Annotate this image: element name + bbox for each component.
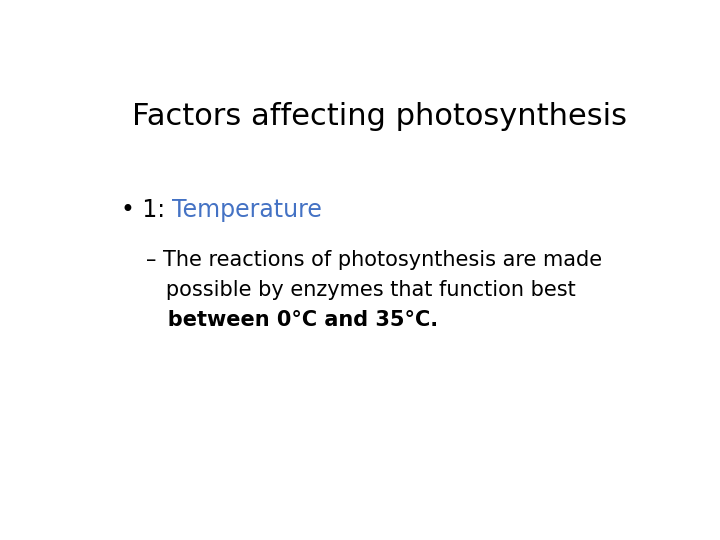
Text: Factors affecting photosynthesis: Factors affecting photosynthesis — [132, 102, 627, 131]
Text: Temperature: Temperature — [172, 198, 322, 222]
Text: possible by enzymes that function best: possible by enzymes that function best — [145, 280, 575, 300]
Text: • 1:: • 1: — [121, 198, 172, 222]
Text: – The reactions of photosynthesis are made: – The reactions of photosynthesis are ma… — [145, 250, 602, 270]
Text: between 0°C and 35°C.: between 0°C and 35°C. — [145, 310, 438, 330]
